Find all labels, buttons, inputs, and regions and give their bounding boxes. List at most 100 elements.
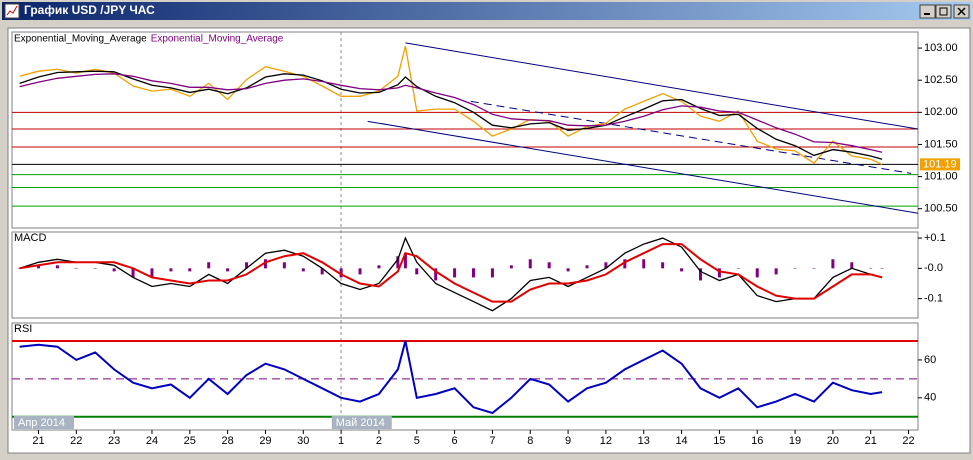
legend-entry: Exponential_Moving_Average [151, 34, 284, 45]
histogram-bar [434, 268, 438, 281]
title-bar [2, 2, 971, 20]
x-tick-label: 14 [675, 435, 687, 447]
histogram-bar [585, 265, 589, 269]
x-tick-label: 13 [638, 435, 650, 447]
histogram-bar [403, 253, 407, 269]
y-tick-label: 101.00 [924, 170, 958, 182]
panel-frame [11, 31, 919, 229]
histogram-bar [793, 268, 797, 269]
histogram-bar [93, 268, 97, 269]
last-price-label: 101.19 [923, 158, 957, 170]
histogram-bar [36, 265, 40, 269]
x-tick-label: 22 [902, 435, 914, 447]
x-tick-label: 24 [146, 435, 158, 447]
x-tick-label: 23 [108, 435, 120, 447]
histogram-bar [680, 268, 684, 272]
histogram-bar [301, 268, 305, 272]
histogram-bar [131, 268, 135, 278]
period-label: Апр 2014 [18, 417, 65, 429]
histogram-bar [169, 268, 173, 272]
y-tick-label: 60 [924, 354, 936, 366]
histogram-bar [263, 259, 267, 269]
histogram-bar [736, 268, 740, 269]
panel-title: RSI [14, 323, 32, 335]
series-line [19, 236, 883, 312]
histogram-bar [188, 268, 192, 272]
window-icon [4, 3, 20, 19]
histogram-bar [453, 268, 457, 278]
histogram-bar [755, 268, 759, 278]
chart-area [7, 27, 971, 454]
period-label-box [14, 416, 74, 429]
histogram-bar [547, 262, 551, 269]
x-tick-label: 28 [221, 435, 233, 447]
histogram-bar [850, 262, 854, 269]
histogram-bar [226, 268, 230, 272]
x-tick-label: 29 [259, 435, 271, 447]
histogram-bar [623, 259, 627, 269]
histogram-bar [880, 268, 884, 269]
close-glyph [957, 7, 966, 16]
histogram-bar [18, 268, 22, 269]
trend-line [367, 120, 919, 214]
histogram-bar [661, 262, 665, 269]
x-tick-label: 19 [789, 435, 801, 447]
y-tick-label: 100.50 [924, 203, 958, 215]
histogram-bar [358, 268, 362, 275]
x-tick-label: 25 [184, 435, 196, 447]
histogram-bar [282, 262, 286, 269]
y-tick-label: 40 [924, 392, 936, 404]
x-tick-label: 6 [452, 435, 458, 447]
histogram-bar [150, 268, 154, 278]
x-tick-label: 15 [713, 435, 725, 447]
histogram-bar [55, 265, 59, 269]
histogram-bar [831, 259, 835, 269]
histogram-bar [509, 265, 513, 269]
x-tick-label: 5 [414, 435, 420, 447]
histogram-bar [642, 259, 646, 269]
y-tick-label: 102.50 [924, 74, 958, 86]
series-line [19, 243, 883, 303]
x-tick-label: 7 [489, 435, 495, 447]
x-tick-label: 12 [600, 435, 612, 447]
legend-entry: Exponential_Moving_Average [14, 34, 147, 45]
histogram-bar [74, 268, 78, 269]
window-buttons [919, 4, 970, 19]
histogram-bar [472, 268, 476, 278]
x-tick-label: 30 [297, 435, 309, 447]
x-tick-label: 8 [527, 435, 533, 447]
histogram-bar [698, 268, 702, 281]
x-tick-label: 21 [865, 435, 877, 447]
panel-frame [11, 231, 919, 319]
histogram-bar [812, 268, 816, 269]
trend-line [405, 42, 919, 130]
y-tick-label: +0.1 [924, 232, 946, 244]
x-tick-label: 20 [827, 435, 839, 447]
histogram-bar [869, 268, 873, 269]
series-line [19, 340, 883, 415]
histogram-bar [490, 268, 494, 278]
x-tick-label: 22 [70, 435, 82, 447]
histogram-bar [717, 268, 721, 278]
window-icon-line [6, 5, 18, 16]
y-tick-label: -0.1 [924, 293, 943, 305]
histogram-bar [415, 268, 419, 275]
series-line [19, 70, 883, 160]
histogram-bar [320, 268, 324, 275]
x-tick-label: 2 [376, 435, 382, 447]
y-tick-label: 103.00 [924, 42, 958, 54]
histogram-bar [245, 262, 249, 269]
x-tick-label: 21 [32, 435, 44, 447]
last-price-box [920, 158, 960, 171]
series-line [19, 73, 883, 153]
panel-frame [11, 322, 919, 431]
maximize-button[interactable] [935, 4, 952, 19]
minimize-button[interactable] [919, 4, 936, 19]
period-label-box [331, 416, 392, 429]
x-tick-label: 1 [338, 435, 344, 447]
period-label: Май 2014 [336, 417, 385, 429]
histogram-bar [339, 268, 343, 278]
histogram-bar [112, 268, 116, 272]
histogram-bar [774, 268, 778, 275]
